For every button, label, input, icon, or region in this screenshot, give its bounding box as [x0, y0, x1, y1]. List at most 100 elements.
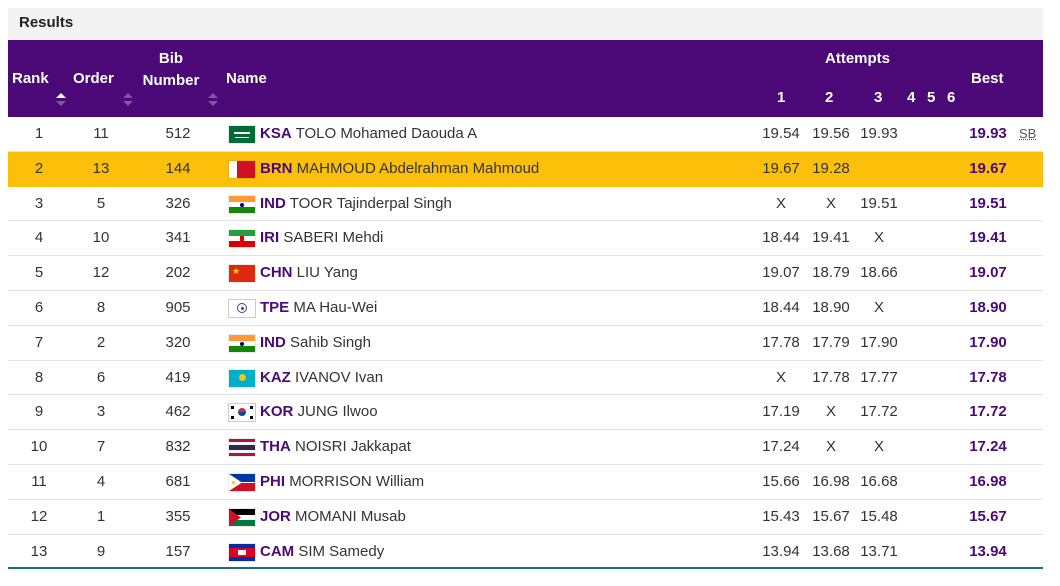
order-cell: 11	[93, 125, 109, 142]
athlete-name-cell[interactable]: IND TOOR Tajinderpal Singh	[260, 187, 452, 221]
bib-cell: 832	[165, 438, 191, 456]
table-row[interactable]: 3 5 326 IND TOOR Tajinderpal Singh X X 1…	[8, 187, 1043, 222]
athlete-name-cell[interactable]: JOR MOMANI Musab	[260, 500, 406, 534]
attempt-2-cell: 16.98	[812, 472, 850, 490]
athlete-name[interactable]: SIM Samedy	[298, 542, 385, 560]
noc-code[interactable]: CAM	[260, 542, 295, 560]
best-cell: 13.94	[969, 542, 1007, 560]
attempt-1-cell: 17.19	[762, 403, 800, 421]
athlete-name[interactable]: TOLO Mohamed Daouda A	[295, 125, 478, 142]
athlete-name[interactable]: TOOR Tajinderpal Singh	[289, 194, 452, 212]
order-header[interactable]: Order	[73, 70, 114, 87]
athlete-name[interactable]: MAHMOUD Abdelrahman Mahmoud	[296, 159, 540, 177]
attempts-header: Attempts	[825, 50, 890, 67]
attempt-4-header: 4	[907, 89, 916, 106]
table-row[interactable]: 2 13 144 BRN MAHMOUD Abdelrahman Mahmoud…	[8, 151, 1043, 187]
athlete-name-cell[interactable]: BRN MAHMOUD Abdelrahman Mahmoud	[260, 152, 539, 186]
athlete-name[interactable]: MOMANI Musab	[295, 507, 406, 525]
athlete-name-cell[interactable]: KSA TOLO Mohamed Daouda A	[260, 117, 477, 151]
athlete-name[interactable]: MORRISON William	[289, 472, 425, 490]
noc-code[interactable]: IND	[260, 194, 286, 212]
attempt-1-header: 1	[777, 89, 786, 106]
attempt-1-cell: 19.07	[762, 264, 800, 282]
name-header: Name	[226, 70, 267, 87]
best-cell: 19.07	[969, 264, 1007, 282]
attempt-2-cell: 19.56	[812, 125, 850, 142]
rank-header[interactable]: Rank	[12, 70, 49, 87]
flag-ind-icon	[229, 334, 255, 352]
best-header-label: Best	[971, 70, 1004, 87]
bib-cell: 326	[165, 194, 191, 212]
table-row[interactable]: 13 9 157 CAM SIM Samedy 13.94 13.68 13.7…	[8, 535, 1043, 570]
noc-code[interactable]: THA	[260, 438, 291, 456]
table-row[interactable]: 5 12 202 ★ CHN LIU Yang 19.07 18.79 18.6…	[8, 256, 1043, 291]
table-row[interactable]: 9 3 462 KOR JUNG Ilwoo 17.19 X 17.72 17.…	[8, 395, 1043, 431]
athlete-name[interactable]: Sahib Singh	[290, 333, 371, 351]
noc-code[interactable]: TPE	[260, 298, 290, 316]
rank-cell: 1	[34, 125, 44, 142]
attempt-2-cell: 19.28	[812, 159, 850, 177]
athlete-name[interactable]: IVANOV Ivan	[295, 368, 384, 386]
athlete-name-cell[interactable]: KOR JUNG Ilwoo	[260, 395, 378, 429]
order-cell: 13	[92, 159, 110, 177]
athlete-name-cell[interactable]: IND Sahib Singh	[260, 326, 371, 360]
attempt-3-cell: 15.48	[860, 507, 898, 525]
table-row[interactable]: 11 4 681 PHI MORRISON William 15.66 16.9…	[8, 465, 1043, 500]
table-row[interactable]: 6 8 905 TPE MA Hau-Wei 18.44 18.90 X 18.…	[8, 291, 1043, 326]
best-cell: 19.41	[969, 229, 1007, 247]
attempt-2-cell: 17.78	[812, 368, 850, 386]
athlete-name[interactable]: SABERI Mehdi	[283, 229, 384, 247]
bib-cell: 355	[165, 507, 191, 525]
athlete-name-cell[interactable]: TPE MA Hau-Wei	[260, 291, 377, 325]
noc-code[interactable]: IRI	[260, 229, 280, 247]
athlete-name-cell[interactable]: CHN LIU Yang	[260, 256, 358, 290]
athlete-name-cell[interactable]: KAZ IVANOV Ivan	[260, 361, 383, 395]
noc-code[interactable]: PHI	[260, 472, 286, 490]
best-cell: 19.93	[969, 125, 1007, 142]
noc-code[interactable]: BRN	[260, 159, 293, 177]
order-sort-icon[interactable]	[123, 93, 133, 107]
rank-cell: 10	[30, 438, 48, 456]
bib-header[interactable]: Bib Number	[136, 48, 206, 92]
record-note-badge[interactable]: SB	[1019, 126, 1037, 141]
athlete-name[interactable]: NOISRI Jakkapat	[295, 438, 411, 456]
attempt-5-header: 5	[927, 89, 936, 106]
attempt-2-cell: 18.79	[812, 264, 850, 282]
attempt-2-cell: 18.90	[812, 298, 850, 316]
athlete-name-cell[interactable]: THA NOISRI Jakkapat	[260, 430, 411, 464]
bib-cell: 419	[165, 368, 191, 386]
table-row[interactable]: 7 2 320 IND Sahib Singh 17.78 17.79 17.9…	[8, 326, 1043, 361]
table-row[interactable]: 12 1 355 JOR MOMANI Musab 15.43 15.67 15…	[8, 500, 1043, 535]
table-row[interactable]: 4 10 341 IRI SABERI Mehdi 18.44 19.41 X …	[8, 221, 1043, 257]
noc-code[interactable]: JOR	[260, 507, 291, 525]
attempt-3-cell: 19.93	[860, 125, 898, 142]
attempt-1-cell: 19.67	[762, 159, 800, 177]
noc-code[interactable]: IND	[260, 333, 286, 351]
rank-header-label: Rank	[12, 70, 49, 87]
bib-cell: 905	[165, 298, 191, 316]
flag-tha-icon	[229, 439, 255, 457]
rank-sort-icon[interactable]	[56, 93, 66, 107]
table-row[interactable]: 8 6 419 KAZ IVANOV Ivan X 17.78 17.77 17…	[8, 361, 1043, 396]
athlete-name-cell[interactable]: CAM SIM Samedy	[260, 535, 384, 569]
athlete-name[interactable]: JUNG Ilwoo	[297, 403, 378, 421]
attempt-3-cell: 17.72	[860, 403, 898, 421]
flag-brn-icon	[229, 160, 255, 178]
bib-sort-icon[interactable]	[208, 93, 218, 107]
attempt-2-cell: 17.79	[812, 333, 850, 351]
attempt-2-cell: 19.41	[812, 229, 850, 247]
noc-code[interactable]: KOR	[260, 403, 294, 421]
athlete-name-cell[interactable]: PHI MORRISON William	[260, 465, 424, 499]
noc-code[interactable]: KSA	[260, 125, 292, 142]
rank-cell: 12	[30, 507, 48, 525]
athlete-name[interactable]: MA Hau-Wei	[293, 298, 378, 316]
table-row[interactable]: 10 7 832 THA NOISRI Jakkapat 17.24 X X 1…	[8, 430, 1043, 465]
best-cell: 17.24	[969, 438, 1007, 456]
noc-code[interactable]: CHN	[260, 264, 293, 282]
noc-code[interactable]: KAZ	[260, 368, 291, 386]
athlete-name-cell[interactable]: IRI SABERI Mehdi	[260, 221, 383, 255]
best-cell: 16.98	[969, 472, 1007, 490]
section-title: Results	[19, 14, 74, 31]
table-row[interactable]: 1 11 512 KSA TOLO Mohamed Daouda A 19.54…	[8, 117, 1043, 152]
athlete-name[interactable]: LIU Yang	[296, 264, 358, 282]
